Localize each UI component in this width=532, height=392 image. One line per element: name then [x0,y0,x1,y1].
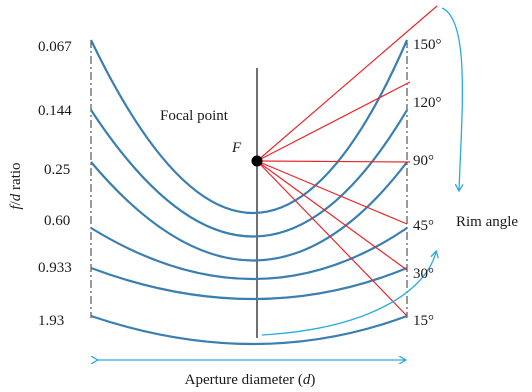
parabola-curve-193 [90,314,408,346]
ratio-label: 0.933 [38,260,72,276]
parabola-curve-0067 [90,39,409,214]
ratio-label: 0.25 [44,162,70,178]
ratio-label: 0.144 [38,103,72,119]
rim-angle-label: Rim angle [456,214,518,230]
parabola-curve-0933 [90,266,408,301]
ratio-labels: 0.067 0.144 0.25 0.60 0.933 1.93 [38,39,72,329]
ratio-label: 0.60 [44,213,70,229]
angle-label: 90° [413,153,434,169]
focal-point-dot [251,155,263,167]
rim-angle-rays [256,5,438,317]
parabola-curve-060 [90,227,408,280]
parabola-curves [90,39,409,346]
angle-label: 30° [413,266,434,282]
ratio-label: 0.067 [38,39,72,55]
angle-labels: 150° 120° 90° 45° 30° 15° [413,37,442,329]
parabola-curve-0144 [90,109,408,238]
focal-point-label: Focal point [160,108,229,124]
focal-symbol: F [231,140,242,156]
ray-120 [256,81,411,162]
ray-15 [256,160,408,317]
parabola-curve-025 [90,161,408,262]
ray-90 [256,160,411,163]
ratio-axis-label: f/d ratio [8,162,24,209]
angle-label: 150° [413,37,442,53]
aperture-diameter-label: Aperture diameter (d) [185,372,316,388]
angle-label: 45° [413,218,434,234]
ray-150 [256,5,438,162]
ray-45 [256,160,408,225]
ratio-label: 1.93 [38,313,64,329]
angle-label: 120° [413,95,442,111]
rim-arrow-long [441,7,462,190]
angle-label: 15° [413,313,434,329]
ray-30 [256,160,408,271]
rim-arrow-short [261,252,436,336]
